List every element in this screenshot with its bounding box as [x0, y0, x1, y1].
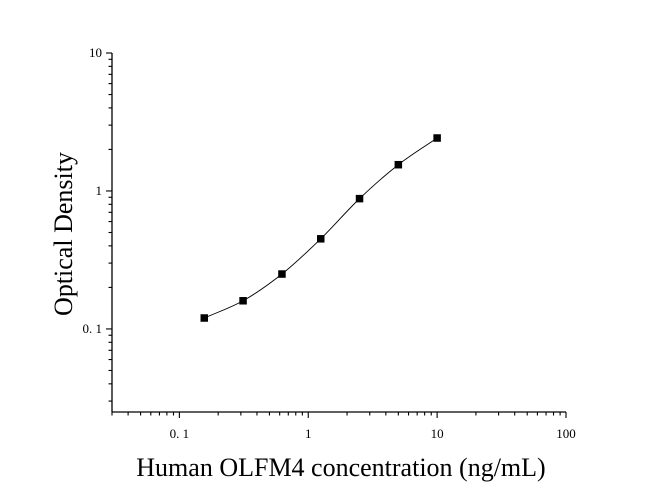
x-tick-label: 10	[431, 426, 444, 441]
data-point	[278, 270, 286, 278]
data-point	[200, 314, 209, 322]
y-tick-label: 1	[96, 183, 103, 198]
x-tick-label: 0. 1	[170, 426, 190, 441]
x-axis-title: Human OLFM4 concentration (ng/mL)	[136, 453, 545, 482]
y-tick-label: 0. 1	[83, 321, 103, 336]
y-axis-tick-labels: 0. 1 1 10	[83, 45, 103, 336]
y-axis-title: Optical Density	[49, 152, 78, 316]
data-point	[239, 297, 247, 305]
x-tick-label: 100	[556, 426, 576, 441]
x-axis-ticks	[111, 412, 567, 418]
y-tick-label: 10	[89, 45, 102, 60]
data-point	[316, 235, 325, 243]
fit-curve-line	[204, 137, 438, 319]
data-markers	[200, 134, 441, 322]
data-point	[394, 160, 403, 169]
x-axis-tick-labels: 0. 1 1 10 100	[170, 426, 576, 441]
y-axis-ticks	[106, 52, 112, 402]
data-point	[355, 194, 364, 203]
x-tick-label: 1	[305, 426, 312, 441]
data-point	[433, 134, 441, 142]
